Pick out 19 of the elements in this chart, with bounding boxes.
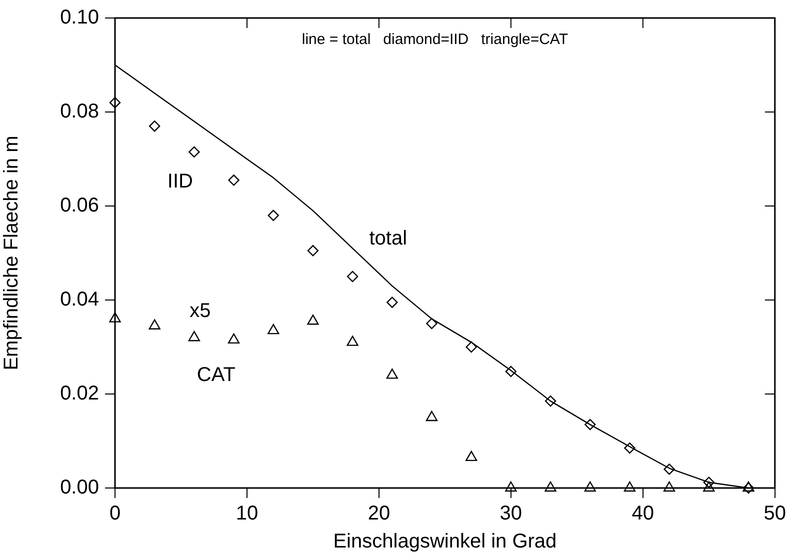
x-tick-label: 0: [109, 502, 121, 525]
series-label: IID: [167, 170, 193, 192]
x-tick-label: 30: [500, 502, 522, 525]
x-tick-label: 20: [368, 502, 390, 525]
series-label: CAT: [196, 364, 236, 386]
x-tick-label: 40: [632, 502, 654, 525]
annotation: line = total diamond=IID triangle=CAT: [302, 31, 568, 48]
y-tick-label: 0.10: [60, 6, 99, 29]
y-tick-label: 0.04: [60, 288, 99, 311]
y-axis-title: Empfindliche Flaeche in m: [0, 136, 23, 370]
y-tick-label: 0.00: [60, 476, 99, 499]
series-label: total: [369, 227, 408, 250]
y-tick-label: 0.02: [60, 382, 99, 405]
x-tick-label: 10: [236, 502, 258, 525]
y-tick-label: 0.06: [60, 194, 99, 217]
x-tick-label: 50: [764, 502, 786, 525]
annotation: x5: [190, 300, 211, 322]
x-axis-title: Einschlagswinkel in Grad: [333, 530, 557, 553]
y-tick-label: 0.08: [60, 100, 99, 123]
